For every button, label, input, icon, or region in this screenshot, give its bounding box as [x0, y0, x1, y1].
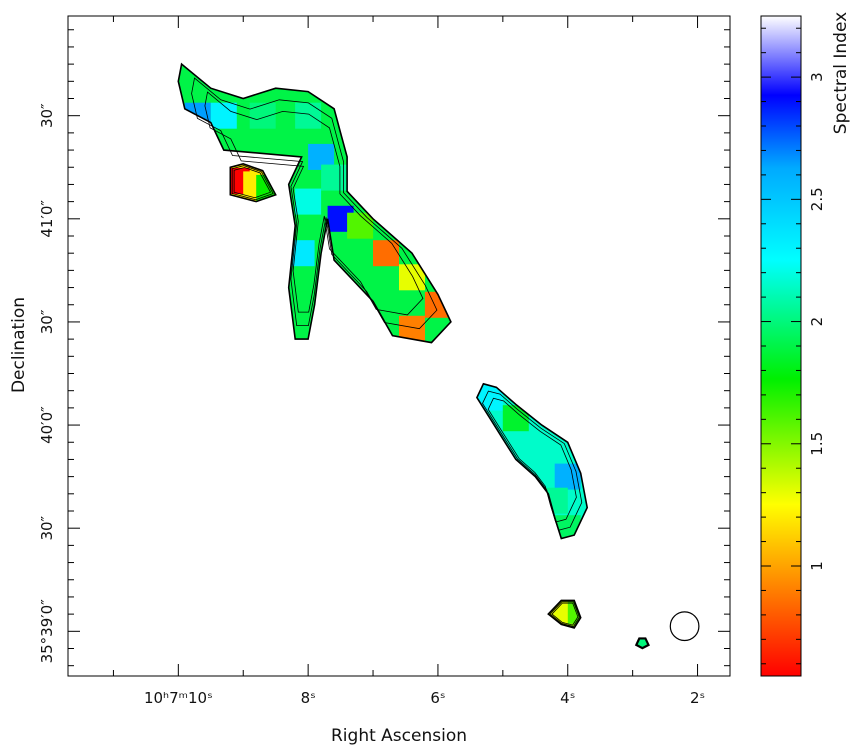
y-tick-label: 40′0″ [38, 406, 56, 444]
y-axis-title: Declination [9, 297, 29, 393]
pixel-sample [295, 102, 322, 129]
pixel-sample [321, 164, 348, 191]
contour-line [482, 390, 583, 531]
plot-frame [67, 15, 731, 677]
contour-line [233, 167, 272, 199]
colorbar-tick-label: 2 [808, 317, 826, 327]
colorbar-title: Spectral Index [831, 12, 851, 134]
emission-regions [177, 62, 650, 650]
x-tick-label: 2ˢ [690, 689, 705, 707]
pixel-sample [249, 102, 276, 129]
colorbar-tick-label: 1 [808, 561, 826, 571]
colorbar [760, 15, 802, 677]
contour-line [191, 77, 438, 330]
x-axis: 10ʰ7ᵐ10ˢ 8ˢ 6ˢ 4ˢ 2ˢ [112, 16, 705, 707]
x-axis-title: Right Ascension [331, 726, 467, 746]
x-tick-label: 10ʰ7ᵐ10ˢ [144, 689, 213, 707]
plot-background [68, 16, 730, 676]
contour-line [636, 638, 649, 648]
colorbar-ticks: 1 1.5 2 2.5 3 [761, 27, 826, 665]
beam-circle [669, 611, 700, 642]
colorbar-tick-label: 1.5 [808, 432, 826, 456]
contour-line [231, 165, 274, 201]
pixel-sample [554, 515, 581, 539]
y-tick-label: 30″ [38, 309, 56, 334]
pixel-sample [347, 212, 374, 239]
y-tick-label: 30″ [38, 103, 56, 128]
contour-line [547, 599, 582, 629]
x-tick-label: 6ˢ [430, 689, 445, 707]
x-tick-label: 4ˢ [560, 689, 575, 707]
contour-line [177, 62, 452, 344]
contour-line [487, 397, 577, 523]
beam-marker [669, 611, 700, 642]
pixel-sample [635, 638, 649, 649]
colorbar-tick-label: 3 [808, 72, 826, 82]
pixel-sample [399, 264, 425, 291]
contour-line [475, 382, 589, 540]
colorbar-tick-label: 2.5 [808, 187, 826, 211]
contour-line [229, 162, 277, 203]
pixel-sample [373, 240, 399, 267]
y-tick-label: 30″ [38, 515, 56, 540]
pixel-sample [295, 188, 322, 215]
contour-line [549, 601, 580, 627]
contour-line [634, 637, 650, 650]
y-axis: 35°39′0″ 30″ 40′0″ 30″ 41′0″ 30″ [38, 29, 730, 667]
contour-line [204, 91, 424, 316]
pixel-sample [210, 102, 237, 129]
y-tick-label: 41′0″ [38, 200, 56, 238]
region-fill-southern-lobe [476, 383, 588, 539]
x-tick-label: 8ˢ [301, 689, 316, 707]
y-tick-label: 35°39′0″ [38, 599, 56, 664]
pixel-sample [554, 463, 581, 490]
contour-line [551, 602, 579, 626]
